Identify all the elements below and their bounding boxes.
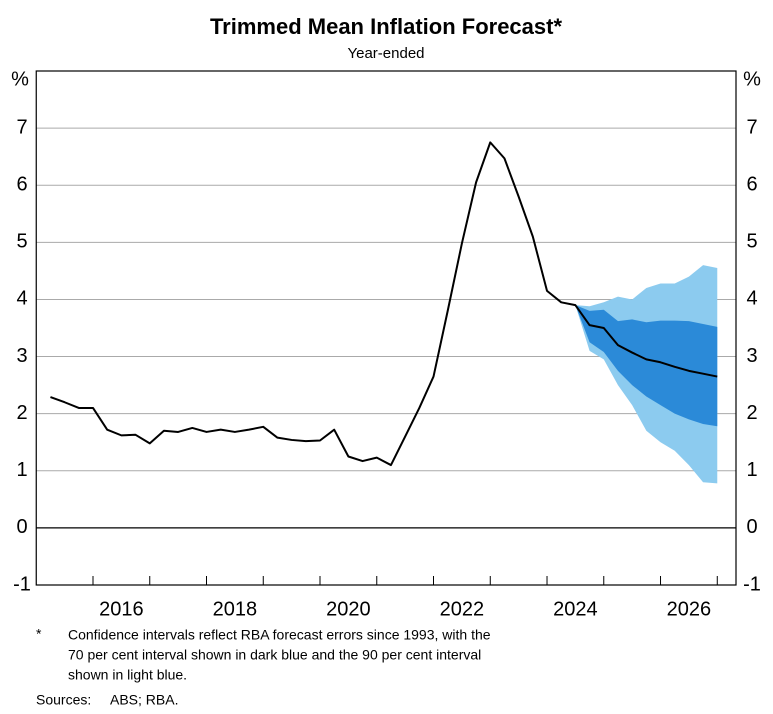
y-unit-label: % — [743, 68, 761, 90]
y-tick-label: 1 — [746, 459, 757, 481]
note-line: 70 per cent interval shown in dark blue … — [68, 647, 481, 663]
y-tick-label: -1 — [743, 573, 761, 595]
y-unit-label: % — [11, 68, 29, 90]
y-tick-label: 5 — [746, 231, 757, 253]
y-tick-label: 4 — [746, 288, 757, 310]
y-tick-label: 6 — [746, 174, 757, 196]
y-tick-label: 7 — [746, 116, 757, 138]
x-tick-label: 2020 — [326, 598, 371, 620]
chart-subtitle: Year-ended — [347, 45, 424, 62]
note-line: shown in light blue. — [68, 667, 187, 683]
sources: ABS; RBA. — [110, 692, 178, 708]
y-tick-label: 2 — [746, 402, 757, 424]
y-tick-label: 4 — [16, 288, 27, 310]
y-tick-label: 3 — [746, 345, 757, 367]
y-tick-label: 0 — [746, 516, 757, 538]
x-tick-label: 2018 — [213, 598, 258, 620]
y-tick-label: -1 — [13, 573, 31, 595]
y-tick-label: 7 — [16, 116, 27, 138]
note-marker: * — [36, 626, 42, 642]
x-tick-label: 2016 — [99, 598, 144, 620]
chart-title: Trimmed Mean Inflation Forecast* — [210, 14, 563, 39]
x-tick-label: 2026 — [667, 598, 712, 620]
series-line — [50, 141, 718, 467]
y-tick-label: 1 — [16, 459, 27, 481]
y-tick-label: 6 — [16, 174, 27, 196]
x-tick-label: 2024 — [553, 598, 598, 620]
y-tick-label: 0 — [16, 516, 27, 538]
y-tick-label: 5 — [16, 231, 27, 253]
x-tick-label: 2022 — [440, 598, 485, 620]
y-tick-label: 2 — [16, 402, 27, 424]
note-line: Confidence intervals reflect RBA forecas… — [68, 627, 491, 643]
y-tick-label: 3 — [16, 345, 27, 367]
plot-frame — [35, 70, 737, 586]
sources-label: Sources: — [36, 692, 91, 708]
